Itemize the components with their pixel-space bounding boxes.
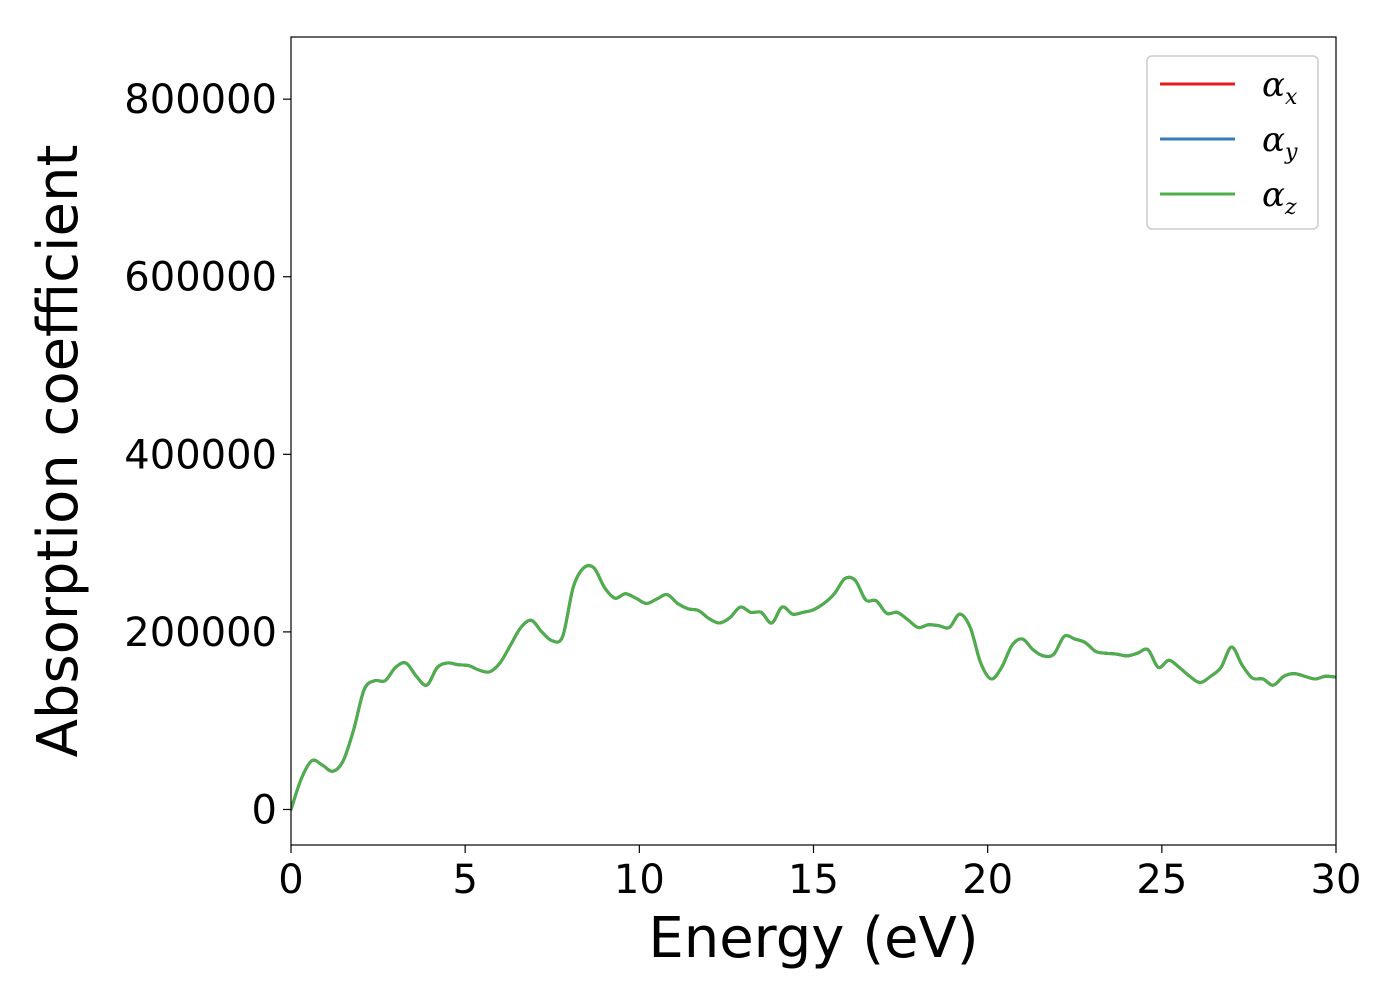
legend-label-alpha-y: αy	[1262, 120, 1298, 165]
legend-box	[1146, 55, 1319, 230]
series-line-alpha-z	[291, 564, 1336, 811]
y-axis-ticks: 0 200000 400000 600000 800000	[124, 77, 291, 833]
x-tick-label: 20	[962, 857, 1013, 903]
legend-subscript: z	[1284, 195, 1297, 220]
legend-subscript: y	[1284, 140, 1298, 165]
x-tick-label: 30	[1311, 857, 1362, 903]
y-tick-label: 200000	[124, 610, 277, 656]
x-axis-label: Energy (eV)	[648, 906, 978, 971]
series-layer	[291, 564, 1336, 811]
x-tick-label: 10	[614, 857, 665, 903]
y-axis-label: Absorption coefficient	[26, 145, 91, 758]
y-tick-label: 400000	[124, 432, 277, 478]
x-tick-label: 25	[1136, 857, 1187, 903]
y-tick-label: 600000	[124, 255, 277, 301]
x-tick-label: 5	[452, 857, 477, 903]
legend-subscript: x	[1285, 85, 1298, 110]
x-tick-label: 0	[278, 857, 303, 903]
legend-label-alpha-z: αz	[1262, 175, 1297, 220]
x-axis-ticks: 0 5 10 15 20 25 30	[278, 845, 1361, 903]
legend-symbol: α	[1262, 65, 1285, 105]
legend-label-alpha-x: αx	[1262, 65, 1298, 110]
y-tick-label: 800000	[124, 77, 277, 123]
y-tick-label: 0	[252, 787, 277, 833]
legend-symbol: α	[1262, 175, 1285, 215]
x-tick-label: 15	[788, 857, 839, 903]
legend-symbol: α	[1262, 120, 1285, 160]
